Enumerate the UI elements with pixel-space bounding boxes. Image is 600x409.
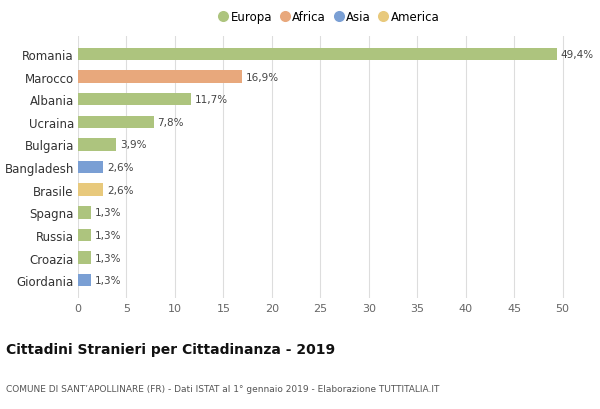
Bar: [78, 274, 91, 287]
Text: 2,6%: 2,6%: [107, 185, 134, 195]
Text: 16,9%: 16,9%: [245, 72, 279, 83]
Text: 1,3%: 1,3%: [94, 208, 121, 218]
Text: 3,9%: 3,9%: [119, 140, 146, 150]
Text: 49,4%: 49,4%: [560, 50, 594, 60]
Text: 11,7%: 11,7%: [195, 95, 229, 105]
Bar: [78, 139, 116, 151]
Bar: [78, 229, 91, 242]
Text: 7,8%: 7,8%: [157, 118, 184, 128]
Text: Cittadini Stranieri per Cittadinanza - 2019: Cittadini Stranieri per Cittadinanza - 2…: [6, 342, 335, 356]
Legend: Europa, Africa, Asia, America: Europa, Africa, Asia, America: [220, 11, 440, 24]
Text: 1,3%: 1,3%: [94, 276, 121, 285]
Bar: [78, 184, 103, 196]
Bar: [78, 49, 557, 61]
Text: COMUNE DI SANT’APOLLINARE (FR) - Dati ISTAT al 1° gennaio 2019 - Elaborazione TU: COMUNE DI SANT’APOLLINARE (FR) - Dati IS…: [6, 384, 439, 393]
Bar: [78, 162, 103, 174]
Bar: [78, 71, 242, 84]
Text: 1,3%: 1,3%: [94, 253, 121, 263]
Text: 2,6%: 2,6%: [107, 163, 134, 173]
Bar: [78, 117, 154, 129]
Bar: [78, 94, 191, 106]
Text: 1,3%: 1,3%: [94, 230, 121, 240]
Bar: [78, 252, 91, 264]
Bar: [78, 207, 91, 219]
